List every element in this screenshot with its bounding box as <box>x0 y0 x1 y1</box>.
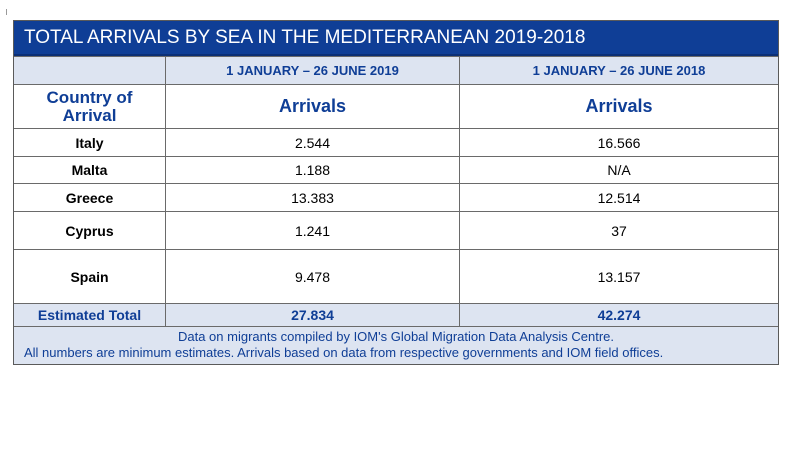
table-row: Malta 1.188 N/A <box>14 156 778 183</box>
corner-mark <box>6 9 7 15</box>
value-2018-cell: 37 <box>611 222 627 239</box>
value-2018-cell: N/A <box>607 162 631 178</box>
value-2019-cell: 1.241 <box>166 212 460 249</box>
total-2019: 27.834 <box>166 304 460 326</box>
value-2019-cell: 9.478 <box>166 250 460 303</box>
period-2018: 1 JANUARY – 26 JUNE 2018 <box>532 63 706 78</box>
arrivals-2018-header: Arrivals <box>585 96 653 116</box>
value-2019-cell: 13.383 <box>166 184 460 211</box>
total-row: Estimated Total 27.834 42.274 <box>14 303 778 326</box>
value-2019-cell: 2.544 <box>166 129 460 156</box>
value-2019-cell: 1.188 <box>166 157 460 183</box>
country-cell: Spain <box>14 250 166 303</box>
source-note-line2: All numbers are minimum estimates. Arriv… <box>24 345 664 360</box>
table-row: Cyprus 1.241 37 <box>14 211 778 249</box>
table-row: Greece 13.383 12.514 <box>14 183 778 211</box>
country-cell: Malta <box>14 157 166 183</box>
period-2019: 1 JANUARY – 26 JUNE 2019 <box>166 57 460 84</box>
source-note: Data on migrants compiled by IOM's Globa… <box>14 326 778 364</box>
country-cell: Greece <box>14 184 166 211</box>
total-label: Estimated Total <box>14 304 166 326</box>
country-header-line1: Country of <box>46 87 133 107</box>
period-header-row: 1 JANUARY – 26 JUNE 2019 1 JANUARY – 26 … <box>14 56 778 84</box>
table-title: TOTAL ARRIVALS BY SEA IN THE MEDITERRANE… <box>14 21 778 56</box>
table-row: Spain 9.478 13.157 <box>14 249 778 303</box>
column-header-row: Country of Arrival Arrivals Arrivals <box>14 84 778 128</box>
country-cell: Cyprus <box>14 212 166 249</box>
value-2018-cell: 13.157 <box>597 268 641 285</box>
source-note-line1: Data on migrants compiled by IOM's Globa… <box>177 329 614 344</box>
value-2018-cell: 12.514 <box>597 189 641 206</box>
country-header-line2: Arrival <box>62 105 117 125</box>
table-row: Italy 2.544 16.566 <box>14 128 778 156</box>
country-header: Country of Arrival <box>14 85 166 128</box>
period-blank-cell <box>14 57 166 84</box>
value-2018-cell: 16.566 <box>597 134 641 151</box>
country-cell: Italy <box>14 129 166 156</box>
total-2018: 42.274 <box>597 307 641 323</box>
arrivals-2019-header: Arrivals <box>166 85 460 128</box>
arrivals-table: TOTAL ARRIVALS BY SEA IN THE MEDITERRANE… <box>13 20 779 365</box>
